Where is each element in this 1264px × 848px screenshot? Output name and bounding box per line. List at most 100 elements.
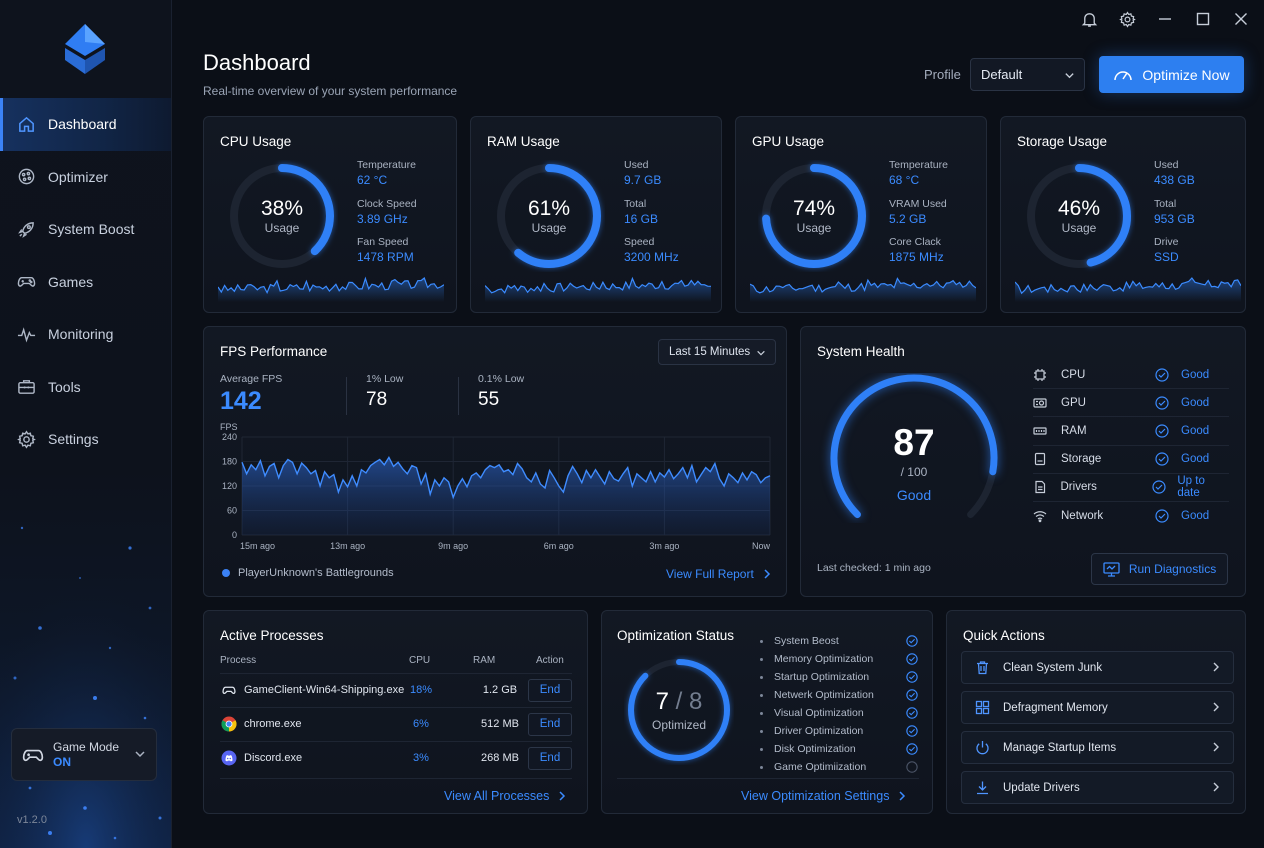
stat-label: Drive <box>1154 236 1179 248</box>
sparkline-area <box>485 278 711 302</box>
sparkline-line <box>750 277 976 294</box>
sidebar-particles-decoration <box>0 488 171 848</box>
optimization-item: Disk Optimization <box>760 740 920 758</box>
page-title: Dashboard <box>203 50 311 75</box>
column-header-process: Process <box>220 655 257 666</box>
profile-label: Profile <box>924 67 961 82</box>
sidebar-item-settings[interactable]: Settings <box>0 413 171 466</box>
stat-label: Used <box>1154 159 1179 171</box>
process-ram: 512 MB <box>481 718 519 731</box>
bullet <box>760 693 763 697</box>
optimization-item: Netwerk Optimization <box>760 686 920 704</box>
health-item-status: Good <box>1181 396 1210 409</box>
sidebar-item-optimizer[interactable]: Optimizer <box>0 151 171 204</box>
update-drivers-button[interactable]: Update Drivers <box>961 771 1234 804</box>
optimization-item-name: Memory Optimization <box>774 653 874 665</box>
sidebar-item-games[interactable]: Games <box>0 256 171 309</box>
gamepad-icon <box>17 277 36 288</box>
power-icon <box>976 741 989 755</box>
sidebar-item-dashboard[interactable]: Dashboard <box>0 98 171 151</box>
health-item-cpu: CPU Good <box>1033 361 1229 390</box>
clean-system-junk-button[interactable]: Clean System Junk <box>961 651 1234 684</box>
view-full-report-link[interactable]: View Full Report <box>666 567 772 581</box>
check-circle-icon <box>906 725 918 740</box>
speedometer-icon <box>1114 70 1133 80</box>
optimization-item: Visual Optimization <box>760 704 920 722</box>
process-cpu: 18% <box>409 684 433 697</box>
manage-startup-items-button[interactable]: Manage Startup Items <box>961 731 1234 764</box>
sidebar-item-tools[interactable]: Tools <box>0 361 171 414</box>
optimization-total: 8 <box>689 688 703 715</box>
y-axis-label: FPS <box>220 423 238 432</box>
legend-dot <box>222 569 230 577</box>
view-optimization-settings-link[interactable]: View Optimization Settings <box>741 789 907 803</box>
health-item-status: Good <box>1181 453 1210 466</box>
check-circle-icon <box>1155 424 1175 438</box>
gpu-stats: Temperature 68 °C VRAM Used 5.2 GB Core Cl… <box>889 159 989 275</box>
divider <box>346 377 347 415</box>
trash-icon <box>977 661 988 675</box>
health-item-name: CPU <box>1061 368 1086 381</box>
cpu-usage-ring <box>230 164 334 268</box>
chevron-right-icon <box>899 791 906 801</box>
separator: / <box>668 688 689 715</box>
end-process-button[interactable]: End <box>528 712 572 736</box>
run-diagnostics-label: Run Diagnostics <box>1128 562 1217 576</box>
bullet <box>760 711 763 715</box>
minimize-icon[interactable] <box>1156 10 1174 28</box>
one-percent-low-label: 1% Low <box>366 373 404 385</box>
one-percent-low-value: 78 <box>366 389 388 410</box>
stat-value: 438 GB <box>1154 173 1195 187</box>
gpu-usage-card: GPU Usage 74% Usage Temperature 68 °C VRA… <box>735 116 987 313</box>
optimize-now-button[interactable]: Optimize Now <box>1099 56 1244 93</box>
defragment-memory-button[interactable]: Defragment Memory <box>961 691 1234 724</box>
sparkline-area <box>1015 278 1241 302</box>
gauge-progress <box>830 374 998 519</box>
game-name: PlayerUnknown's Battlegrounds <box>238 567 394 579</box>
sidebar-item-monitoring[interactable]: Monitoring <box>0 308 171 361</box>
storage-usage-card: Storage Usage 46% Usage Used 438 GB Total… <box>1000 116 1246 313</box>
end-process-button[interactable]: End <box>528 746 572 770</box>
gpu-usage-ring <box>762 164 866 268</box>
stat-item: Core Clack 1875 MHz <box>889 236 989 275</box>
game-mode-toggle[interactable]: Game Mode ON <box>11 728 157 781</box>
optimization-status-card: Optimization Status 7 / 8 Optimized Syst… <box>601 610 933 814</box>
profile-select[interactable]: Default <box>970 58 1085 91</box>
close-icon[interactable] <box>1232 10 1250 28</box>
optimization-list: System Beost Memory Optimization Startup O… <box>760 632 920 776</box>
optimization-item-name: Netwerk Optimization <box>774 689 874 701</box>
sidebar-item-label: Dashboard <box>48 116 117 133</box>
stat-label: Total <box>624 197 647 210</box>
point-one-percent-low-value: 55 <box>478 389 500 410</box>
card-title: FPS Performance <box>220 344 328 359</box>
ring-center: 46% Usage <box>1023 160 1135 272</box>
health-item-name: Drivers <box>1060 481 1097 494</box>
app-version: v1.2.0 <box>17 814 47 826</box>
bullet <box>760 747 763 751</box>
time-range-select[interactable]: Last 15 Minutes <box>658 339 776 365</box>
fps-line <box>241 455 771 500</box>
divider <box>617 778 919 779</box>
cpu-stats: Temperature 62 °C Clock Speed 3.89 GHz Fan… <box>357 159 457 275</box>
ram-usage-ring <box>497 164 601 268</box>
settings-gear-icon[interactable] <box>1118 10 1136 28</box>
time-range-value: Last 15 Minutes <box>669 346 751 358</box>
sidebar: Dashboard Optimizer System Boost Games M… <box>0 0 172 848</box>
download-icon <box>977 781 988 795</box>
check-circle-icon <box>1155 452 1175 466</box>
table-row: Discord.exe 3% 268 MB End <box>220 741 572 775</box>
ring-progress <box>628 659 730 761</box>
quick-action-label: Defragment Memory <box>1003 701 1108 714</box>
bell-icon[interactable] <box>1080 10 1098 28</box>
run-diagnostics-button[interactable]: Run Diagnostics <box>1091 553 1228 585</box>
end-process-button[interactable]: End <box>528 678 572 702</box>
discord-icon <box>220 749 238 767</box>
stat-item: Temperature 62 °C <box>357 159 457 198</box>
maximize-icon[interactable] <box>1194 10 1212 28</box>
health-item-name: Storage <box>1061 453 1102 466</box>
health-item-status: Good <box>1181 424 1210 437</box>
sidebar-item-system-boost[interactable]: System Boost <box>0 203 171 256</box>
health-item-status: Good <box>1181 510 1210 523</box>
view-all-processes-link[interactable]: View All Processes <box>444 789 567 803</box>
rocket-icon <box>18 221 34 238</box>
